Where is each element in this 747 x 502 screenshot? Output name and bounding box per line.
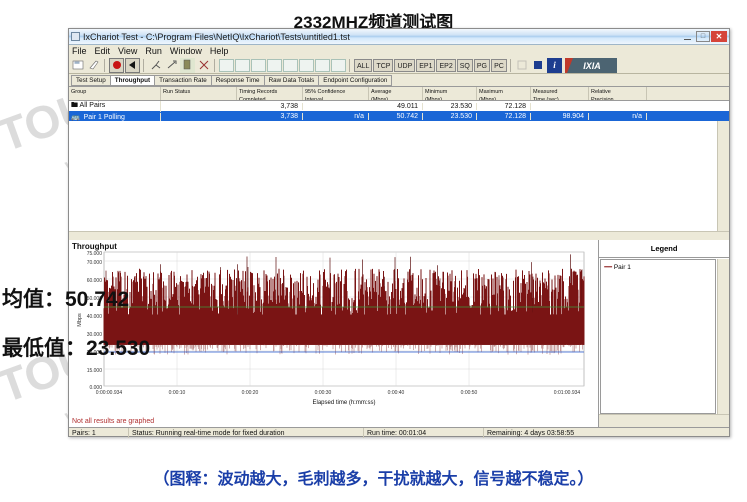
svg-text:0:01:00.934: 0:01:00.934 [554,390,581,396]
svg-text:70.000: 70.000 [87,260,103,266]
svg-text:Elapsed time (h:mm:ss): Elapsed time (h:mm:ss) [312,400,375,406]
svg-text:0:00:40: 0:00:40 [388,390,405,396]
svg-text:0:00:50: 0:00:50 [461,390,478,396]
svg-text:0:00:10: 0:00:10 [169,390,186,396]
svg-text:IXIA: IXIA [583,61,601,71]
svg-text:0:00:00.934: 0:00:00.934 [96,390,123,396]
svg-text:75.000: 75.000 [87,251,103,257]
svg-text:15.000: 15.000 [87,368,103,374]
svg-text:Mbps: Mbps [77,313,83,327]
svg-text:40.000: 40.000 [87,314,103,320]
svg-text:0:00:20: 0:00:20 [242,390,259,396]
svg-text:0:00:30: 0:00:30 [315,390,332,396]
